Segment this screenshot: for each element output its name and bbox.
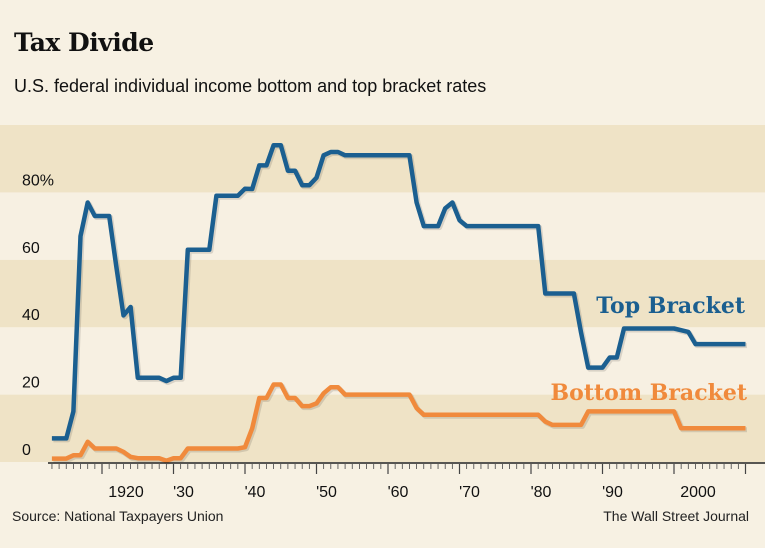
y-tick-label: 20 <box>22 375 40 392</box>
x-tick-label: '60 <box>388 484 409 501</box>
chart-title: Tax Divide <box>14 28 154 57</box>
x-tick-label: 2000 <box>680 484 716 501</box>
x-tick-label: 1920 <box>108 484 144 501</box>
x-tick-label: '50 <box>316 484 337 501</box>
chart-subtitle: U.S. federal individual income bottom an… <box>14 76 487 96</box>
grid-band <box>0 327 765 395</box>
y-tick-label: 0 <box>22 442 31 459</box>
y-tick-label: 40 <box>22 307 40 324</box>
x-tick-label: '40 <box>245 484 266 501</box>
grid-band <box>0 192 765 260</box>
grid-band <box>0 394 765 462</box>
x-tick-label: '70 <box>459 484 480 501</box>
x-tick-label: '80 <box>531 484 552 501</box>
y-tick-label: 60 <box>22 240 40 257</box>
grid-band <box>0 259 765 328</box>
x-tick-label: '30 <box>173 484 194 501</box>
credit-note: The Wall Street Journal <box>603 508 749 524</box>
top-bracket-line <box>51 142 746 441</box>
source-note: Source: National Taxpayers Union <box>12 508 224 524</box>
y-tick-label: 80% <box>22 172 54 189</box>
x-tick-label: '90 <box>602 484 623 501</box>
bottom-bracket-line <box>51 382 746 463</box>
legend-top-bracket: Top Bracket <box>596 293 746 319</box>
legend-bottom-bracket: Bottom Bracket <box>551 380 748 406</box>
grid-band <box>0 125 765 193</box>
